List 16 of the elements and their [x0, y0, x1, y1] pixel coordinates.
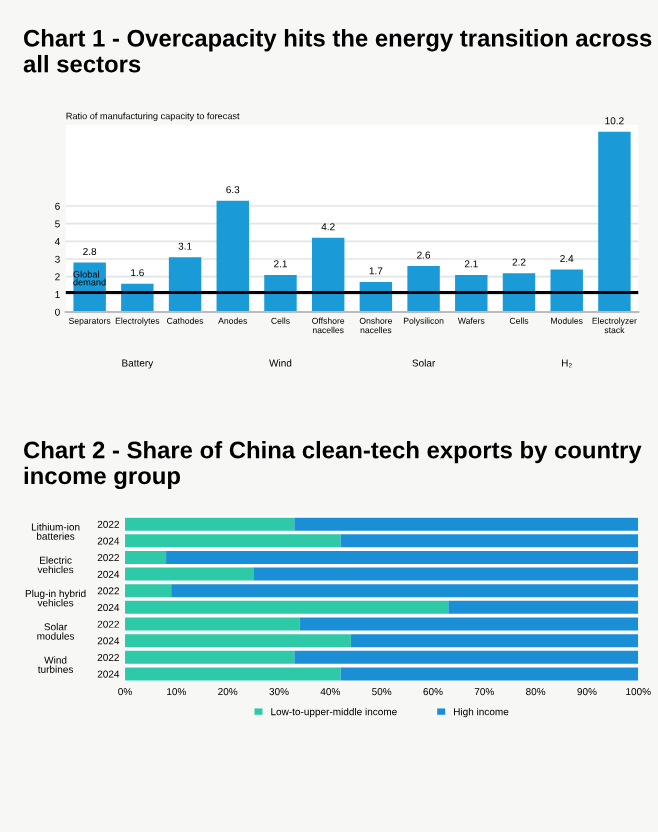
bar [168, 257, 202, 312]
chart-title: Chart 1 - Overcapacity hits the energy transition across all sectors [23, 29, 652, 73]
bar [350, 634, 639, 648]
bar [598, 131, 631, 312]
bar [125, 550, 167, 564]
bar [311, 237, 345, 312]
bar [407, 266, 440, 312]
bar [550, 269, 583, 312]
bar [448, 600, 639, 614]
bar [216, 200, 249, 312]
bar [299, 617, 639, 631]
bar [166, 550, 639, 564]
chart-title: Chart 2 - Share of China clean-tech exports by country income group [24, 440, 642, 490]
bar [125, 617, 300, 631]
bar [125, 600, 449, 614]
bar [125, 634, 351, 648]
